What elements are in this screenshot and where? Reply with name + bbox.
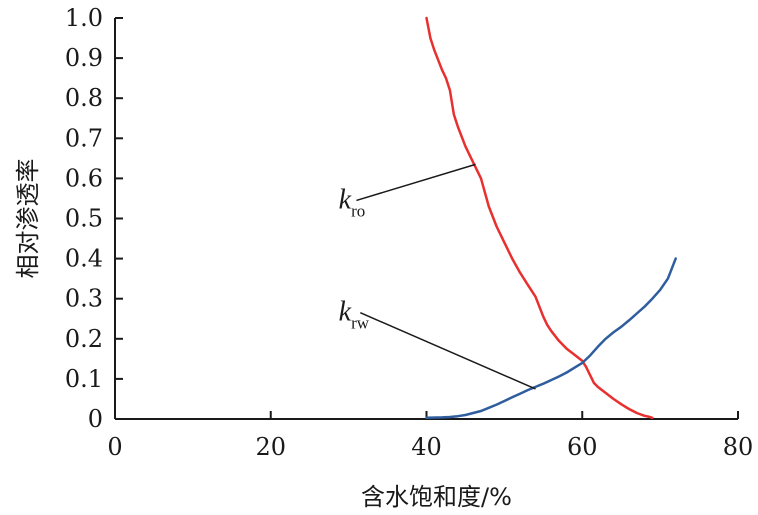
y-tick-label: 1.0 — [65, 4, 103, 32]
x-ticks: 0 20 40 60 80 — [107, 411, 753, 461]
annotation-leader-ro — [356, 163, 476, 202]
krw-curve — [425, 257, 677, 420]
axes: 0 20 40 60 80 0 0.1 0.2 0.3 0.4 0.5 0.6 0.7 0.8 0.9 1.… — [65, 4, 753, 461]
x-tick-label: 40 — [411, 433, 442, 461]
annotation-label-ro: kro — [339, 184, 366, 220]
y-ticks: 0 0.1 0.2 0.3 0.4 0.5 0.6 0.7 0.8 0.9 1.0 — [65, 4, 123, 433]
series-layer — [425, 16, 677, 420]
kro-curve — [425, 16, 654, 420]
x-axis-title: 含水饱和度/% — [361, 483, 512, 511]
annotation-layer: kro krw — [339, 163, 536, 390]
y-tick-label: 0.9 — [65, 44, 103, 72]
x-tick-label: 60 — [567, 433, 598, 461]
annotation-label-rw: krw — [339, 297, 370, 333]
y-tick-label: 0.2 — [65, 325, 103, 353]
y-tick-label: 0.3 — [65, 285, 103, 313]
y-tick-label: 0.1 — [65, 365, 103, 393]
y-tick-label: 0.5 — [65, 205, 103, 233]
annotation-subscript-ro: ro — [351, 201, 365, 220]
x-tick-label: 80 — [723, 433, 754, 461]
y-tick-label: 0.8 — [65, 84, 103, 112]
x-tick-label: 0 — [107, 433, 122, 461]
annotation-subscript-rw: rw — [351, 314, 370, 333]
y-tick-label: 0.6 — [65, 164, 103, 192]
x-tick-label: 20 — [255, 433, 286, 461]
y-axis-title: 相对渗透率 — [14, 159, 42, 279]
y-tick-label: 0.7 — [65, 124, 103, 152]
y-tick-label: 0.4 — [65, 245, 103, 273]
y-tick-label: 0 — [88, 405, 103, 433]
annotation-leader-rw — [360, 312, 536, 390]
